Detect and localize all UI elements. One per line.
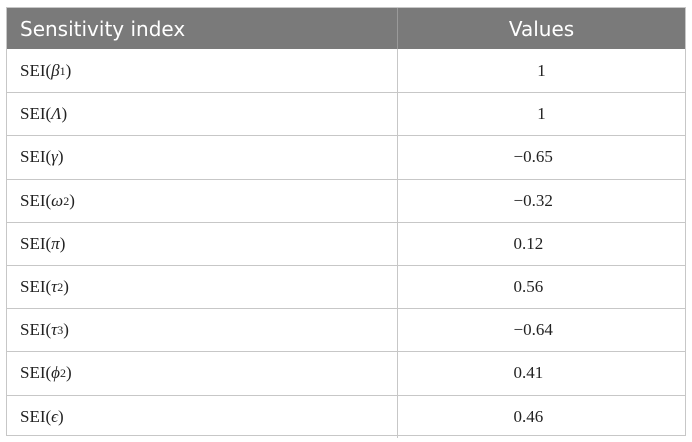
parameter-symbol: τ	[51, 320, 58, 340]
label-prefix: SEI(	[20, 320, 52, 340]
sensitivity-index-cell: SEI(ω 2)	[7, 179, 398, 222]
header-sensitivity-index: Sensitivity index	[7, 8, 398, 49]
sensitivity-index-cell: SEI(τ 3)	[7, 309, 398, 352]
sensitivity-index-cell: SEI(τ 2)	[7, 265, 398, 309]
label-prefix: SEI(	[20, 60, 52, 80]
sensitivity-index-cell: SEI(π)	[7, 222, 398, 265]
label-suffix: )	[57, 147, 64, 167]
table-body: SEI(β 1) 1 SEI(Λ) 1 SEI(γ) −0.65 SEI(ω 2) −0.32 SE…	[7, 49, 685, 438]
sensitivity-value: 0.12	[513, 233, 544, 253]
label-prefix: SEI(	[20, 363, 52, 383]
parameter-symbol: ϵ	[51, 406, 59, 426]
sensitivity-index-cell: SEI(ϕ 2)	[7, 352, 398, 395]
value-cell: 0.12	[398, 223, 685, 265]
parameter-symbol: Λ	[51, 104, 62, 124]
sensitivity-value: −0.65	[513, 147, 553, 167]
table-row: SEI(β 1) 1	[7, 49, 685, 93]
label-prefix: SEI(	[20, 104, 52, 124]
parameter-symbol: ϕ	[51, 363, 60, 383]
sensitivity-value: 0.46	[513, 406, 544, 426]
label-prefix: SEI(	[20, 233, 52, 253]
table-row: SEI(τ 2) 0.56	[7, 264, 685, 309]
value-cell: −0.65	[398, 136, 685, 178]
label-suffix: )	[63, 320, 69, 340]
value-cell: 0.46	[398, 396, 685, 438]
label-suffix: )	[69, 190, 75, 210]
value-cell: −0.32	[398, 180, 685, 222]
table-header: Sensitivity index Values	[7, 8, 685, 49]
parameter-symbol: β	[51, 60, 60, 80]
table-row: SEI(ω 2) −0.32	[7, 178, 685, 222]
sensitivity-table: Sensitivity index Values SEI(β 1) 1 SEI(Λ) 1…	[6, 7, 686, 438]
value-cell: 0.56	[398, 266, 685, 308]
value-cell: 0.41	[398, 352, 685, 394]
parameter-symbol: ω	[51, 190, 64, 210]
label-suffix: )	[65, 363, 72, 383]
table-row: SEI(ϵ) 0.46	[7, 394, 685, 438]
table-row: SEI(π) 0.12	[7, 221, 685, 265]
parameter-symbol: γ	[51, 147, 58, 167]
table-row: SEI(Λ) 1	[7, 92, 685, 136]
label-prefix: SEI(	[20, 190, 52, 210]
label-prefix: SEI(	[20, 147, 52, 167]
sensitivity-value: 0.56	[513, 277, 544, 297]
sensitivity-index-cell: SEI(ϵ)	[7, 395, 398, 438]
label-suffix: )	[59, 233, 66, 253]
sensitivity-value: −0.32	[513, 190, 553, 210]
table-row: SEI(ϕ 2) 0.41	[7, 351, 685, 395]
sensitivity-value: 1	[537, 60, 546, 80]
value-cell: 1	[398, 49, 685, 92]
label-suffix: )	[61, 104, 68, 124]
sensitivity-value: 0.41	[513, 363, 544, 383]
label-suffix: )	[58, 406, 64, 426]
sensitivity-index-cell: SEI(γ)	[7, 136, 398, 179]
label-prefix: SEI(	[20, 277, 52, 297]
sensitivity-value: 1	[537, 104, 546, 124]
value-cell: −0.64	[398, 309, 685, 351]
parameter-symbol: τ	[51, 277, 58, 297]
label-suffix: )	[63, 277, 69, 297]
table-row: SEI(τ 3) −0.64	[7, 308, 685, 352]
header-values: Values	[508, 16, 575, 41]
sensitivity-index-cell: SEI(Λ)	[7, 93, 398, 136]
parameter-symbol: π	[51, 233, 60, 253]
sensitivity-value: −0.64	[513, 320, 553, 340]
label-prefix: SEI(	[20, 406, 52, 426]
value-cell: 1	[398, 93, 685, 135]
table-row: SEI(γ) −0.65	[7, 135, 685, 179]
label-suffix: )	[65, 60, 72, 80]
sensitivity-index-cell: SEI(β 1)	[7, 49, 398, 93]
